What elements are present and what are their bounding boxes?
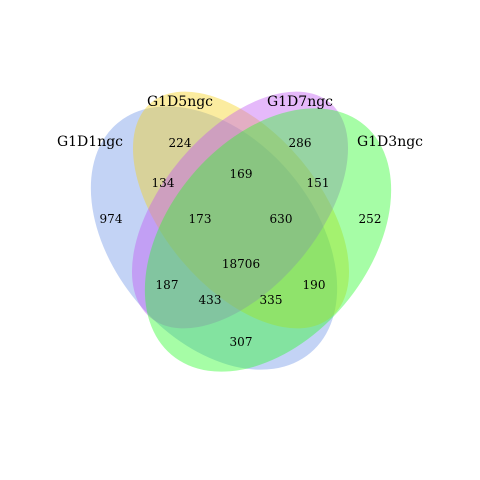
region-count-g1d5-g1d7-g1d3: 630 [270, 212, 293, 226]
set-label-g1d7ngc: G1D7ngc [267, 94, 333, 110]
region-count-g1d7-g1d3: 151 [307, 176, 330, 190]
region-count-all-four: 18706 [222, 257, 260, 271]
set-ellipse-g1d7ngc [131, 91, 349, 329]
region-count-g1d1-g1d5-g1d3: 335 [260, 293, 283, 307]
region-count-only-g1d7ngc: 286 [289, 136, 312, 150]
region-count-g1d1-g1d7: 187 [156, 278, 179, 292]
set-label-g1d3ngc: G1D3ngc [357, 134, 423, 150]
region-count-g1d1-g1d7-g1d3: 433 [199, 293, 222, 307]
region-count-g1d1-g1d3: 307 [230, 335, 253, 349]
set-label-g1d1ngc: G1D1ngc [57, 134, 123, 150]
region-count-g1d5-g1d3: 190 [303, 278, 326, 292]
region-count-g1d5-g1d7: 169 [230, 167, 253, 181]
set-ellipse-g1d1ngc [90, 106, 338, 370]
region-count-only-g1d5ngc: 224 [169, 136, 192, 150]
region-count-only-g1d3ngc: 252 [359, 212, 382, 226]
set-ellipse-g1d3ngc [144, 108, 392, 372]
set-label-g1d5ngc: G1D5ngc [147, 94, 213, 110]
region-count-g1d1-g1d5-g1d7: 173 [189, 212, 212, 226]
region-count-only-g1d1ngc: 974 [100, 212, 123, 226]
region-count-g1d1-g1d5: 134 [152, 176, 175, 190]
set-ellipse-g1d5ngc [132, 91, 350, 329]
